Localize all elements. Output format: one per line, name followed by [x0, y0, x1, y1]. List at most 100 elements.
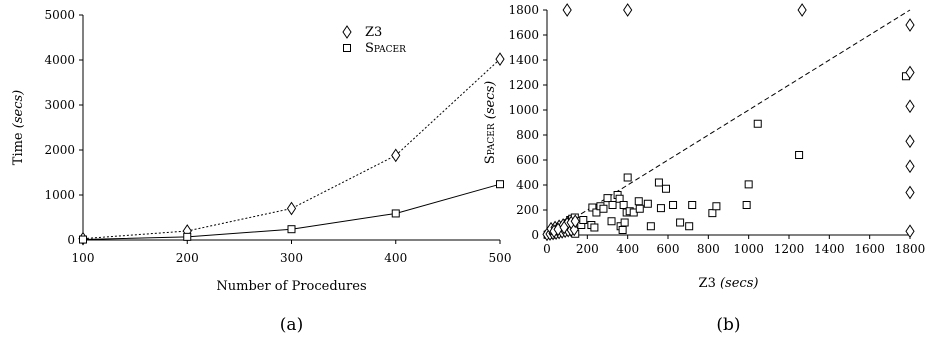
data-point-square — [634, 197, 643, 206]
y-tick-label: 5000 — [44, 8, 75, 22]
y-tick-label: 600 — [516, 153, 539, 167]
data-point-diamond — [905, 18, 915, 32]
x-tick-label: 600 — [657, 242, 680, 256]
data-point-diamond — [559, 220, 569, 235]
y-tick-label: 4000 — [44, 53, 75, 67]
data-point-diamond — [905, 65, 915, 80]
data-point-diamond — [905, 159, 915, 174]
legend-label-spacer: Spacer — [365, 41, 406, 56]
diagonal-reference-line — [546, 9, 911, 236]
data-point-square — [688, 201, 697, 209]
data-point-diamond — [905, 185, 915, 200]
data-point-square — [685, 222, 694, 231]
data-point-square — [712, 202, 721, 211]
y-tick-label: 200 — [516, 203, 539, 217]
x-tick-label: 200 — [176, 251, 199, 265]
y-axis-label-unit: (secs) — [483, 81, 498, 119]
data-point-z3 — [495, 52, 505, 67]
y-tick-label: 1800 — [508, 3, 539, 17]
data-point-diamond — [562, 3, 572, 17]
caption-a: (a) — [280, 315, 303, 335]
data-point-diamond — [905, 99, 915, 114]
data-point-spacer — [183, 232, 192, 241]
data-point-square — [588, 203, 597, 212]
data-point-square — [744, 180, 753, 189]
data-point-z3 — [391, 148, 401, 163]
y-tick-label: 1200 — [508, 78, 539, 92]
data-point-square — [661, 184, 670, 193]
x-tick-label: 800 — [697, 242, 720, 256]
x-axis-label: Z3 (secs) — [699, 276, 759, 291]
caption-b: (b) — [716, 315, 740, 335]
x-tick-label: 1800 — [895, 242, 926, 256]
x-axis-label: Number of Procedures — [216, 279, 366, 294]
data-point-square — [615, 194, 624, 203]
legend-marker-z3 — [342, 25, 352, 39]
data-point-square — [742, 201, 751, 209]
x-tick-label: 200 — [576, 242, 599, 256]
legend-marker-spacer — [343, 44, 351, 52]
x-tick-label: 500 — [489, 251, 512, 265]
y-tick-label: 800 — [516, 128, 539, 142]
data-point-spacer — [496, 180, 504, 189]
legend-label-z3: Z3 — [365, 25, 382, 40]
y-axis-label-main: Spacer — [483, 119, 498, 164]
y-axis-label: Time (secs) — [11, 90, 26, 165]
data-point-square — [618, 226, 627, 234]
y-axis-label: Spacer (secs) — [483, 81, 498, 164]
y-tick-label: 1000 — [508, 103, 539, 117]
data-point-square — [603, 194, 612, 203]
data-point-square — [643, 199, 652, 208]
data-point-square — [676, 218, 685, 227]
x-tick-label: 300 — [280, 251, 303, 265]
x-axis-label-unit: (secs) — [720, 276, 758, 291]
y-tick-label: 0 — [67, 233, 75, 247]
data-point-spacer — [79, 235, 87, 244]
data-point-diamond — [905, 224, 915, 239]
x-tick-label: 1200 — [774, 242, 805, 256]
x-tick-label: 0 — [543, 242, 551, 256]
data-point-square — [608, 201, 617, 209]
data-point-square — [646, 222, 655, 231]
data-point-spacer — [391, 209, 400, 218]
data-point-square — [753, 119, 762, 128]
data-point-spacer — [287, 225, 296, 234]
data-point-diamond — [797, 3, 807, 17]
x-tick-label: 1600 — [854, 242, 885, 256]
data-point-square — [656, 204, 665, 213]
data-point-z3 — [286, 201, 297, 216]
data-point-square — [795, 151, 804, 159]
y-tick-label: 1000 — [44, 188, 75, 202]
data-point-diamond — [905, 134, 915, 149]
data-point-square — [623, 173, 632, 182]
x-tick-label: 400 — [384, 251, 407, 265]
y-tick-label: 1400 — [508, 53, 539, 67]
data-point-square — [654, 178, 663, 187]
chart-b-spacer-vs-z3-scatter: 0 200 400 600 800 1000 1200 1400 1600 1800 0 200 400… — [483, 3, 925, 335]
x-tick-label: 1000 — [733, 242, 764, 256]
x-tick-label: 100 — [72, 251, 95, 265]
data-point-square — [620, 218, 629, 227]
x-tick-label: 1400 — [814, 242, 845, 256]
x-axis-label-main: Z3 — [699, 276, 720, 291]
y-tick-label: 3000 — [44, 98, 75, 112]
x-tick-label: 400 — [616, 242, 639, 256]
y-tick-label: 0 — [531, 228, 539, 242]
y-tick-label: 1600 — [508, 28, 539, 42]
data-point-diamond — [623, 3, 633, 17]
data-point-square — [708, 209, 717, 218]
y-tick-label: 400 — [516, 178, 539, 192]
data-point-square — [579, 216, 588, 224]
data-point-square — [635, 204, 644, 213]
data-point-square — [669, 201, 678, 209]
series-line-z3 — [82, 58, 501, 240]
y-tick-label: 2000 — [44, 143, 75, 157]
data-point-square — [590, 223, 599, 232]
y-axis-label-main: Time — [11, 128, 26, 165]
chart-a-time-vs-procedures: 0 1000 2000 3000 4000 5000 100 200 300 400 500 Numb… — [11, 8, 511, 335]
data-point-square — [607, 217, 616, 226]
y-axis-label-unit: (secs) — [11, 90, 26, 128]
data-point-square — [599, 204, 608, 213]
data-point-diamond — [570, 214, 580, 229]
